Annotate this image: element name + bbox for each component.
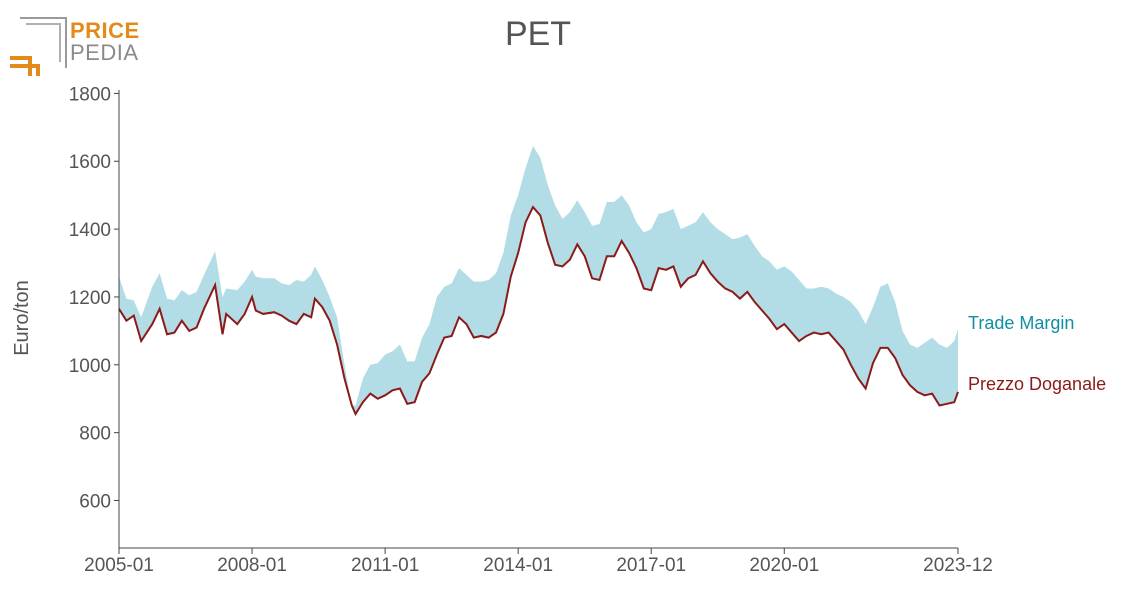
pricepedia-logo: PRICE PEDIA — [8, 14, 148, 80]
x-axis: 2005-01 2008-01 2011-01 2014-01 2017-01 2020-… — [84, 547, 993, 576]
prezzo-doganale-line — [118, 205, 959, 417]
plot-area — [118, 145, 959, 417]
y-tick-label: 1200 — [69, 288, 111, 309]
y-axis: 600 800 1000 1200 1400 1600 1800 — [69, 84, 120, 548]
trade-margin-area — [119, 145, 958, 414]
x-tick-label: 2017-01 — [616, 555, 686, 576]
x-tick-label: 2005-01 — [84, 555, 154, 576]
y-tick-label: 600 — [79, 492, 111, 513]
x-tick-label: 2014-01 — [483, 555, 553, 576]
series-labels: Trade Margin Prezzo Doganale — [968, 313, 1106, 394]
y-tick-label: 1600 — [69, 152, 111, 173]
logo-text-price: PRICE — [70, 18, 140, 43]
y-tick-label: 1800 — [69, 84, 111, 105]
logo-text-pedia: PEDIA — [70, 40, 139, 65]
y-axis-label: Euro/ton — [11, 280, 33, 356]
y-tick-label: 800 — [79, 424, 111, 445]
chart-title: PET — [505, 15, 571, 53]
trade-margin-label: Trade Margin — [968, 313, 1074, 333]
x-tick-label: 2020-01 — [749, 555, 819, 576]
prezzo-doganale-label: Prezzo Doganale — [968, 374, 1106, 394]
y-tick-label: 1400 — [69, 220, 111, 241]
y-tick-label: 1000 — [69, 356, 111, 377]
logo-bracket-icon — [10, 17, 67, 76]
x-tick-label: 2011-01 — [351, 555, 419, 576]
x-tick-label: 2023-12 — [923, 555, 993, 576]
x-tick-label: 2008-01 — [217, 555, 287, 576]
